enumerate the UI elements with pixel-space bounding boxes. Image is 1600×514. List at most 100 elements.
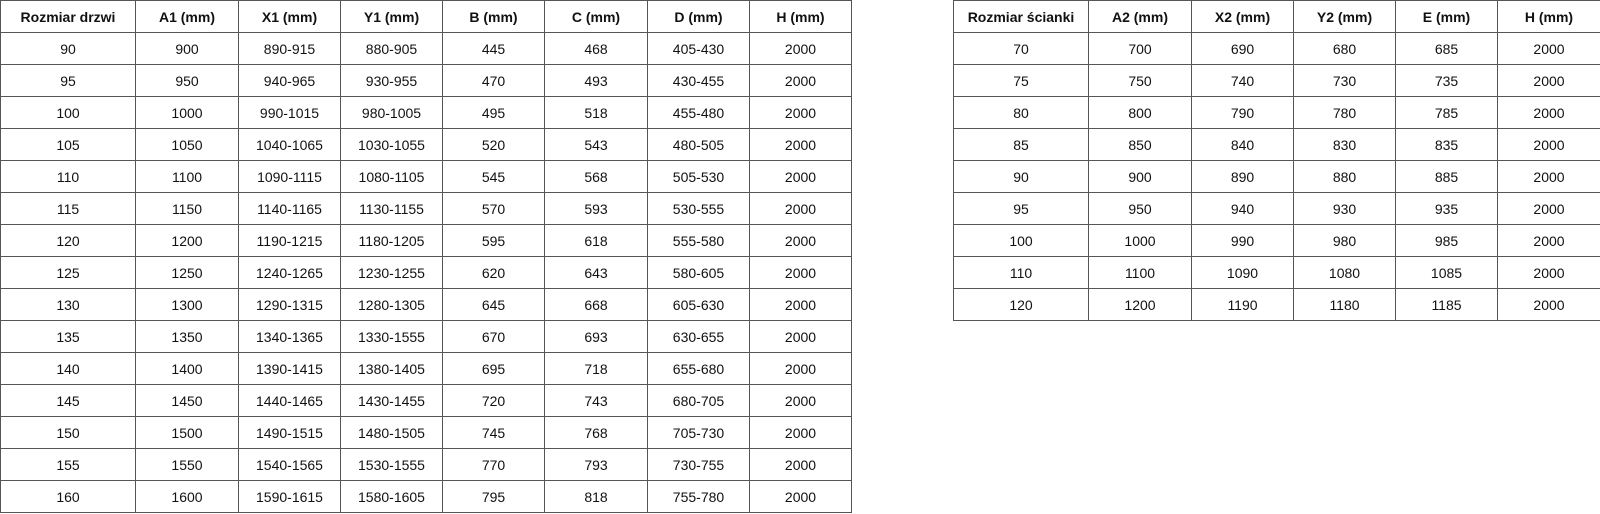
table-cell: 700	[1088, 32, 1192, 65]
table-cell: 1250	[135, 256, 239, 289]
table-cell: 940	[1191, 192, 1294, 225]
table-row: 95 950 940-965 930-955 470 493 430-455 2000	[0, 64, 852, 97]
table-header-row: Rozmiar drzwi A1 (mm) X1 (mm) Y1 (mm) B (mm)…	[0, 0, 852, 33]
table-cell: 645	[442, 288, 545, 321]
table-cell: 2000	[1497, 64, 1600, 97]
table-cell: 130	[0, 288, 136, 321]
table-cell: 470	[442, 64, 545, 97]
table-cell: 155	[0, 448, 136, 481]
table-cell: 455-480	[647, 96, 750, 129]
table-row: 75 750 740 730 735 2000	[953, 64, 1600, 97]
table-cell: 1450	[135, 384, 239, 417]
table-row: 120 1200 1190 1180 1185 2000	[953, 288, 1600, 321]
table-cell: 720	[442, 384, 545, 417]
table-cell: 745	[442, 416, 545, 449]
table-cell: 1240-1265	[238, 256, 341, 289]
table-cell: 150	[0, 416, 136, 449]
table-cell: 850	[1088, 128, 1192, 161]
table-cell: 890	[1191, 160, 1294, 193]
table-cell: 1550	[135, 448, 239, 481]
table-cell: 1600	[135, 480, 239, 513]
table-cell: 1140-1165	[238, 192, 341, 225]
table-cell: 405-430	[647, 32, 750, 65]
table-cell: 940-965	[238, 64, 341, 97]
table-cell: 1350	[135, 320, 239, 353]
table-cell: 2000	[749, 160, 852, 193]
column-header: X2 (mm)	[1191, 0, 1294, 33]
table-cell: 1190	[1191, 288, 1294, 321]
table-row: 100 1000 990 980 985 2000	[953, 224, 1600, 257]
table-cell: 110	[953, 256, 1089, 289]
table-cell: 2000	[1497, 32, 1600, 65]
table-row: 160 1600 1590-1615 1580-1605 795 818 755-780 20…	[0, 480, 852, 513]
table-cell: 835	[1395, 128, 1498, 161]
table-header-row: Rozmiar ścianki A2 (mm) X2 (mm) Y2 (mm) E (m…	[953, 0, 1600, 33]
table-cell: 1000	[1088, 224, 1192, 257]
table-cell: 730	[1293, 64, 1396, 97]
column-header: Rozmiar drzwi	[0, 0, 136, 33]
table-row: 105 1050 1040-1065 1030-1055 520 543 480-505 20…	[0, 128, 852, 161]
table-cell: 2000	[749, 128, 852, 161]
table-cell: 2000	[749, 224, 852, 257]
column-header: D (mm)	[647, 0, 750, 33]
table-cell: 505-530	[647, 160, 750, 193]
table-cell: 493	[544, 64, 648, 97]
table-cell: 1440-1465	[238, 384, 341, 417]
table-cell: 1230-1255	[340, 256, 443, 289]
table-cell: 1190-1215	[238, 224, 341, 257]
table-cell: 115	[0, 192, 136, 225]
table-cell: 790	[1191, 96, 1294, 129]
table-cell: 655-680	[647, 352, 750, 385]
table-cell: 2000	[749, 64, 852, 97]
table-cell: 840	[1191, 128, 1294, 161]
table-cell: 980-1005	[340, 96, 443, 129]
table-cell: 2000	[749, 192, 852, 225]
table-cell: 930-955	[340, 64, 443, 97]
table-cell: 685	[1395, 32, 1498, 65]
table-cell: 1080-1105	[340, 160, 443, 193]
table-cell: 2000	[749, 288, 852, 321]
table-cell: 2000	[749, 96, 852, 129]
table-cell: 950	[1088, 192, 1192, 225]
table-cell: 980	[1293, 224, 1396, 257]
table-cell: 100	[0, 96, 136, 129]
table-cell: 90	[0, 32, 136, 65]
table-cell: 985	[1395, 224, 1498, 257]
table-cell: 718	[544, 352, 648, 385]
table-cell: 735	[1395, 64, 1498, 97]
table-cell: 520	[442, 128, 545, 161]
table-cell: 1500	[135, 416, 239, 449]
table-cell: 2000	[749, 448, 852, 481]
column-header: Rozmiar ścianki	[953, 0, 1089, 33]
column-header: A1 (mm)	[135, 0, 239, 33]
table-row: 155 1550 1540-1565 1530-1555 770 793 730-755 20…	[0, 448, 852, 481]
table-cell: 818	[544, 480, 648, 513]
table-cell: 900	[1088, 160, 1192, 193]
table-cell: 1200	[1088, 288, 1192, 321]
table-cell: 2000	[1497, 160, 1600, 193]
table-cell: 85	[953, 128, 1089, 161]
table-cell: 110	[0, 160, 136, 193]
table-cell: 930	[1293, 192, 1396, 225]
wall-size-table: Rozmiar ścianki A2 (mm) X2 (mm) Y2 (mm) E (m…	[953, 0, 1600, 321]
table-cell: 990-1015	[238, 96, 341, 129]
table-cell: 890-915	[238, 32, 341, 65]
table-cell: 2000	[1497, 288, 1600, 321]
table-cell: 1340-1365	[238, 320, 341, 353]
table-row: 135 1350 1340-1365 1330-1555 670 693 630-655 20…	[0, 320, 852, 353]
table-cell: 755-780	[647, 480, 750, 513]
table-row: 95 950 940 930 935 2000	[953, 192, 1600, 225]
table-cell: 1100	[135, 160, 239, 193]
table-cell: 1430-1455	[340, 384, 443, 417]
table-cell: 568	[544, 160, 648, 193]
table-cell: 830	[1293, 128, 1396, 161]
table-cell: 100	[953, 224, 1089, 257]
table-row: 130 1300 1290-1315 1280-1305 645 668 605-630 20…	[0, 288, 852, 321]
table-cell: 468	[544, 32, 648, 65]
column-header: A2 (mm)	[1088, 0, 1192, 33]
table-cell: 480-505	[647, 128, 750, 161]
table-cell: 1150	[135, 192, 239, 225]
table-cell: 530-555	[647, 192, 750, 225]
column-header: E (mm)	[1395, 0, 1498, 33]
table-cell: 580-605	[647, 256, 750, 289]
